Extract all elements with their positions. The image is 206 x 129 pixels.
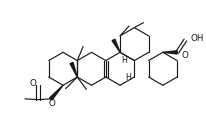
Text: O: O xyxy=(48,99,55,108)
Polygon shape xyxy=(50,85,63,100)
Text: O: O xyxy=(181,51,188,60)
Text: O: O xyxy=(29,79,36,88)
Text: H: H xyxy=(121,56,127,65)
Text: H: H xyxy=(125,73,131,82)
Polygon shape xyxy=(70,62,77,77)
Text: OH: OH xyxy=(190,34,204,43)
Polygon shape xyxy=(112,39,120,52)
Polygon shape xyxy=(163,51,177,54)
